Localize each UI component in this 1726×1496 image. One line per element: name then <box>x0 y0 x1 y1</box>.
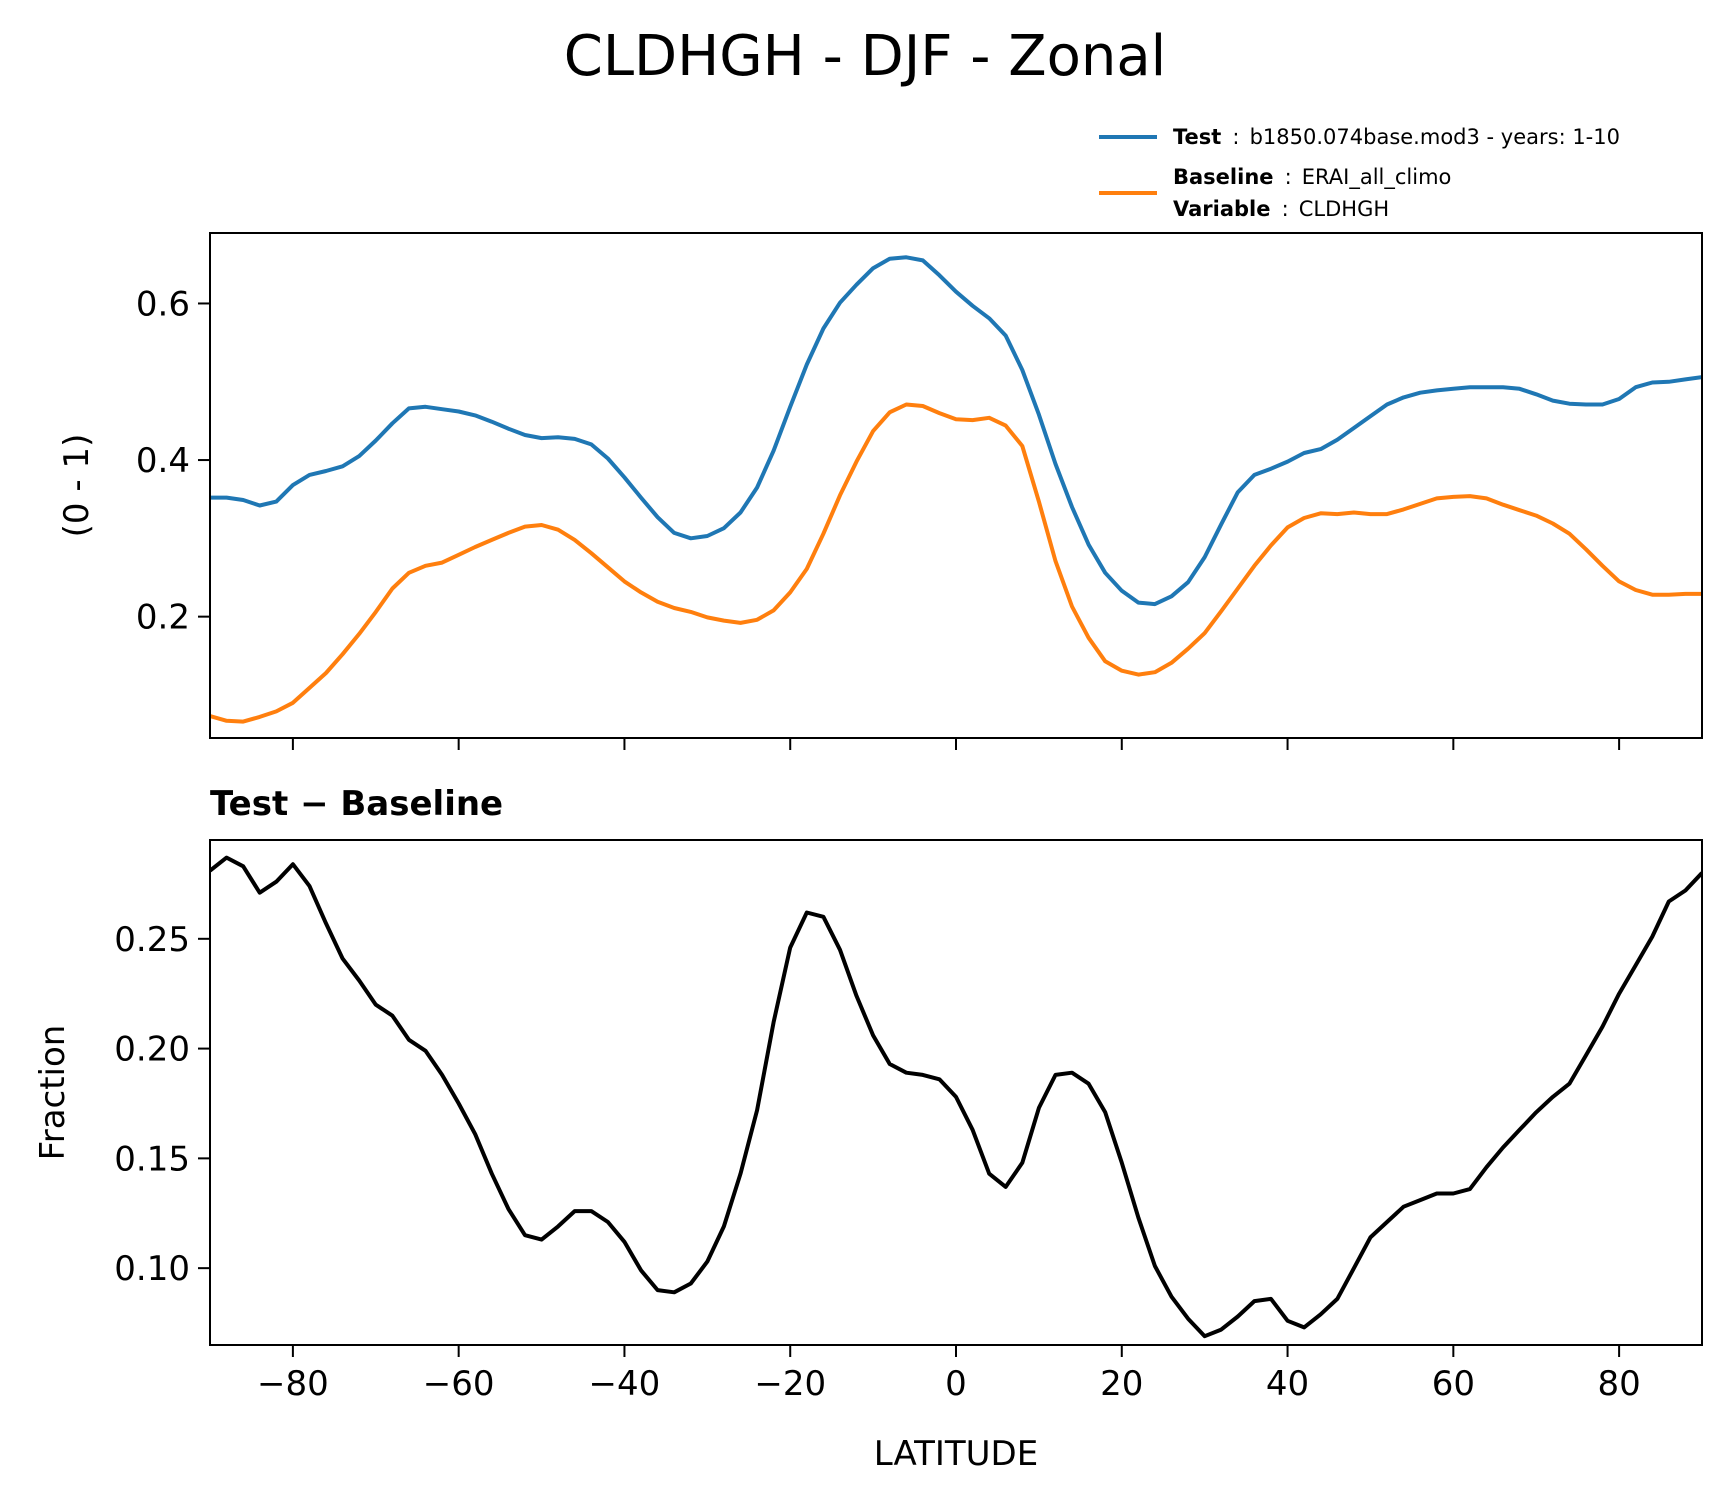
legend-baseline-entry: Baseline : ERAI_all_climo <box>1173 165 1451 190</box>
legend-variable-separator: : <box>1282 197 1289 221</box>
legend-baseline-value: ERAI_all_climo <box>1302 165 1452 190</box>
top-panel: 0.2 0.4 0.6 (0 - 1) <box>57 232 1703 750</box>
diff-x-tick-label: 0 <box>945 1364 967 1404</box>
diff-x-tick-label: −20 <box>754 1364 826 1404</box>
diff-y-tick-label: 0.10 <box>114 1249 190 1289</box>
top-series-line-test <box>210 255 1702 607</box>
diff-y-tick-label: 0.25 <box>114 920 190 960</box>
legend: Test : b1850.074base.mod3 - years: 1-10 … <box>1099 125 1620 221</box>
top-series-line-baseline <box>210 402 1702 724</box>
legend-test-entry: Test : b1850.074base.mod3 - years: 1-10 <box>1173 125 1620 149</box>
legend-variable-value: CLDHGH <box>1299 197 1389 221</box>
legend-baseline-key: Baseline <box>1173 165 1274 189</box>
diff-panel: −80 −60 −40 −20 0 20 40 60 80 0.10 0.15 0.20 0.25 Fra… <box>33 839 1703 1404</box>
figure-title: CLDHGH - DJF - Zonal <box>564 24 1167 89</box>
diff-x-tick-label: 40 <box>1266 1364 1309 1404</box>
diff-x-tick-label: −60 <box>423 1364 495 1404</box>
diff-y-tick-label: 0.15 <box>114 1139 190 1179</box>
legend-variable-entry: Variable : CLDHGH <box>1173 197 1389 221</box>
legend-test-separator: : <box>1232 125 1239 149</box>
legend-test-value: b1850.074base.mod3 - years: 1-10 <box>1250 125 1620 149</box>
top-y-axis-label: (0 - 1) <box>57 434 97 538</box>
top-y-tick-label: 0.6 <box>136 284 190 324</box>
x-axis-label: LATITUDE <box>874 1434 1038 1474</box>
top-y-tick-label: 0.4 <box>136 441 190 481</box>
diff-y-axis-label: Fraction <box>33 1025 73 1161</box>
diff-y-tick-label: 0.20 <box>114 1030 190 1070</box>
diff-panel-title: Test − Baseline <box>210 784 503 824</box>
legend-variable-key: Variable <box>1173 197 1270 221</box>
diff-x-tick-label: 60 <box>1432 1364 1475 1404</box>
diff-x-tick-label: −40 <box>589 1364 661 1404</box>
diff-series-line-diff <box>210 855 1702 1339</box>
diff-x-tick-label: −80 <box>257 1364 329 1404</box>
top-y-tick-label: 0.2 <box>136 598 190 638</box>
legend-baseline-separator: : <box>1285 165 1292 189</box>
diff-x-tick-label: 80 <box>1597 1364 1640 1404</box>
diff-x-tick-label: 20 <box>1100 1364 1143 1404</box>
legend-test-key: Test <box>1173 125 1221 149</box>
